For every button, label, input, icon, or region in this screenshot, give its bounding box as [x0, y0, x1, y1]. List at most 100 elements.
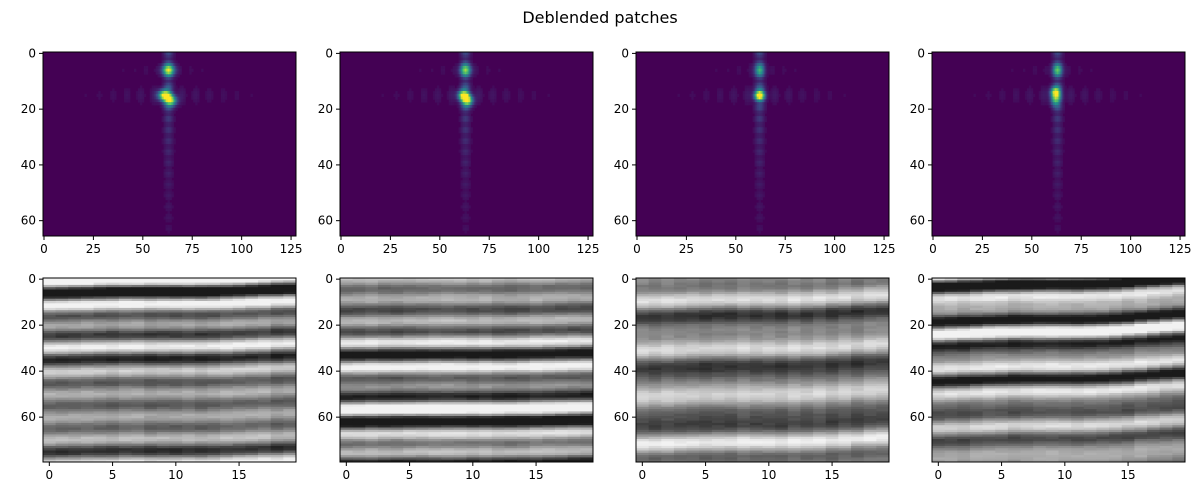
x-tick-label: 0: [40, 242, 48, 256]
y-tick-label: 40: [318, 158, 333, 172]
y-tick-label: 0: [621, 272, 629, 286]
y-tick-label: 60: [910, 410, 925, 424]
x-tick-label: 10: [1057, 468, 1072, 482]
x-tick-label: 125: [873, 242, 896, 256]
x-tick-label: 125: [577, 242, 600, 256]
x-tick-label: 75: [778, 242, 793, 256]
y-tick-label: 60: [21, 214, 36, 228]
y-tick-label: 0: [28, 46, 36, 60]
heatmap-bottom-2-svg: 0 5 10 15 0 20 40 60: [318, 272, 594, 482]
x-tick-label: 0: [343, 468, 351, 482]
x-tick-label: 75: [1074, 242, 1089, 256]
heatmap-image: [636, 278, 890, 463]
y-tick-label: 0: [621, 46, 629, 60]
heatmap-bottom-3-svg: 0 5 10 15 0 20 40 60: [614, 272, 890, 482]
y-tick-label: 60: [318, 214, 333, 228]
x-tick-label: 15: [528, 468, 543, 482]
x-tick-label: 50: [432, 242, 447, 256]
x-tick-label: 100: [230, 242, 253, 256]
y-tick-label: 40: [21, 364, 36, 378]
heatmap-bottom-1: 0 5 10 15 0 20 40 60: [0, 266, 300, 490]
x-tick-label: 10: [761, 468, 776, 482]
y-tick-label: 60: [910, 214, 925, 228]
y-tick-label: 0: [917, 46, 925, 60]
x-tick-label: 5: [109, 468, 117, 482]
y-tick-label: 0: [325, 46, 333, 60]
heatmap-image: [932, 278, 1186, 463]
x-tick-label: 0: [929, 242, 937, 256]
x-tick-label: 15: [231, 468, 246, 482]
y-tick-label: 20: [910, 318, 925, 332]
heatmap-top-4: 0 25 50 75 100 125 0 20 40 60: [889, 40, 1192, 260]
y-tick-label: 20: [614, 318, 629, 332]
axes-frame: [635, 51, 890, 237]
y-tick-label: 40: [614, 364, 629, 378]
y-tick-label: 60: [614, 410, 629, 424]
axes-frame: [931, 277, 1186, 463]
heatmap-image: [636, 52, 889, 236]
x-tick-label: 25: [679, 242, 694, 256]
x-tick-label: 0: [633, 242, 641, 256]
x-tick-label: 25: [975, 242, 990, 256]
y-tick-label: 20: [614, 102, 629, 116]
heatmap-image: [43, 278, 297, 463]
x-tick-label: 5: [998, 468, 1006, 482]
heatmap-bottom-4-svg: 0 5 10 15 0 20 40 60: [910, 272, 1186, 482]
heatmap-top-4-svg: 0 25 50 75 100 125 0 20 40 60: [910, 46, 1192, 256]
y-tick-label: 20: [910, 102, 925, 116]
heatmap-bottom-2: 0 5 10 15 0 20 40 60: [297, 266, 597, 490]
x-tick-label: 100: [823, 242, 846, 256]
x-tick-label: 0: [639, 468, 647, 482]
heatmap-bottom-3: 0 5 10 15 0 20 40 60: [593, 266, 893, 490]
x-tick-label: 15: [824, 468, 839, 482]
y-tick-label: 40: [21, 158, 36, 172]
axes-frame: [42, 51, 297, 237]
y-tick-label: 20: [318, 318, 333, 332]
x-tick-label: 125: [1169, 242, 1192, 256]
x-tick-label: 100: [1119, 242, 1142, 256]
x-tick-label: 0: [337, 242, 345, 256]
figure-title: Deblended patches: [522, 8, 678, 27]
x-tick-label: 100: [527, 242, 550, 256]
y-tick-label: 0: [917, 272, 925, 286]
heatmap-bottom-1-svg: 0 5 10 15 0 20 40 60: [21, 272, 297, 482]
y-tick-label: 60: [614, 214, 629, 228]
x-tick-label: 5: [406, 468, 414, 482]
y-tick-label: 20: [21, 318, 36, 332]
x-tick-label: 0: [46, 468, 54, 482]
axes-frame: [931, 51, 1186, 237]
x-tick-label: 5: [702, 468, 710, 482]
axes-frame: [635, 277, 890, 463]
heatmap-image: [340, 278, 594, 463]
x-tick-label: 25: [383, 242, 398, 256]
x-tick-label: 75: [482, 242, 497, 256]
heatmap-top-3: 0 25 50 75 100 125 0 20 40 60: [593, 40, 896, 260]
x-tick-label: 50: [728, 242, 743, 256]
y-tick-label: 0: [28, 272, 36, 286]
x-tick-label: 10: [465, 468, 480, 482]
heatmap-image: [932, 52, 1185, 236]
axes-frame: [339, 51, 594, 237]
y-tick-label: 20: [21, 102, 36, 116]
heatmap-image: [340, 52, 593, 236]
heatmap-top-2: 0 25 50 75 100 125 0 20 40 60: [297, 40, 600, 260]
axes-frame: [339, 277, 594, 463]
heatmap-image: [43, 52, 296, 236]
y-tick-label: 40: [614, 158, 629, 172]
x-tick-label: 15: [1120, 468, 1135, 482]
heatmap-top-1-svg: 0 25 50 75 100 125 0 20 40 60: [21, 46, 303, 256]
y-tick-label: 40: [910, 158, 925, 172]
y-tick-label: 0: [325, 272, 333, 286]
x-tick-label: 50: [1024, 242, 1039, 256]
x-tick-label: 50: [135, 242, 150, 256]
x-tick-label: 125: [280, 242, 303, 256]
x-tick-label: 25: [86, 242, 101, 256]
y-tick-label: 40: [910, 364, 925, 378]
x-tick-label: 75: [185, 242, 200, 256]
heatmap-top-1: 0 25 50 75 100 125 0 20 40 60: [0, 40, 303, 260]
axes-frame: [42, 277, 297, 463]
heatmap-top-3-svg: 0 25 50 75 100 125 0 20 40 60: [614, 46, 896, 256]
y-tick-label: 20: [318, 102, 333, 116]
x-tick-label: 0: [935, 468, 943, 482]
y-tick-label: 60: [21, 410, 36, 424]
